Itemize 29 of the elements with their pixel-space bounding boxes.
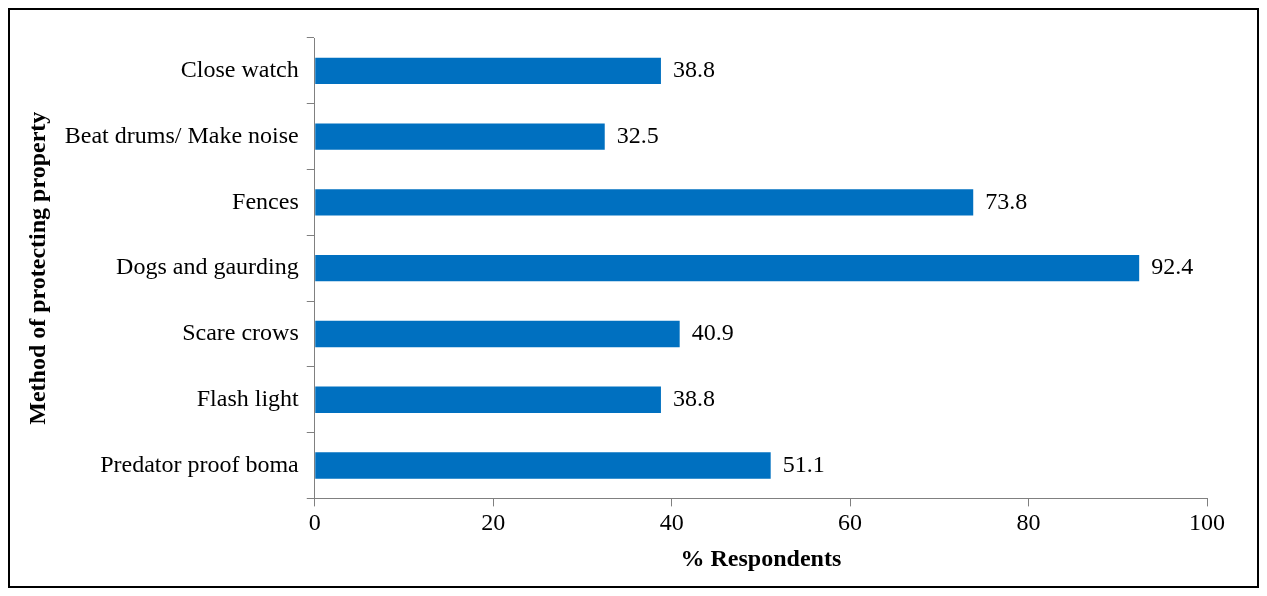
data-label: 32.5 xyxy=(616,121,659,148)
bar xyxy=(315,57,661,85)
data-label: 51.1 xyxy=(782,450,825,477)
bar xyxy=(315,189,974,216)
data-label: 92.4 xyxy=(1151,253,1194,280)
y-axis-title: Method of protecting property xyxy=(23,111,50,425)
data-label: 38.8 xyxy=(672,385,715,412)
x-tick-label: 20 xyxy=(481,509,506,536)
x-tick-label: 0 xyxy=(308,509,321,536)
x-tick-label: 80 xyxy=(1016,509,1041,536)
y-tick-label: Predator proof boma xyxy=(100,450,300,477)
data-label: 38.8 xyxy=(672,56,715,83)
bar xyxy=(315,452,771,479)
x-tick-label: 40 xyxy=(659,509,684,536)
y-tick-label: Dogs and gaurding xyxy=(116,253,299,280)
x-axis-title: % Respondents xyxy=(680,544,842,571)
bar xyxy=(315,320,680,348)
bar xyxy=(315,255,1140,282)
y-tick-label: Scare crows xyxy=(182,319,299,346)
x-tick-label: 100 xyxy=(1189,509,1225,536)
y-tick-label: Beat drums/ Make noise xyxy=(64,121,299,148)
bar xyxy=(315,123,605,150)
y-tick-label: Flash light xyxy=(196,385,300,412)
data-label: 73.8 xyxy=(985,187,1028,214)
bar xyxy=(315,386,661,413)
data-label: 40.9 xyxy=(691,319,734,346)
y-tick-label: Close watch xyxy=(180,56,299,83)
y-tick-label: Fences xyxy=(232,187,299,214)
x-tick-label: 60 xyxy=(838,509,863,536)
